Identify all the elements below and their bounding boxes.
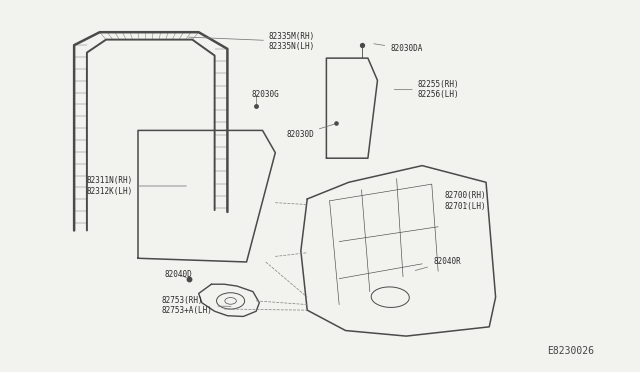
Text: 82040R: 82040R — [415, 257, 461, 270]
Text: 82311N(RH)
82312K(LH): 82311N(RH) 82312K(LH) — [87, 176, 186, 196]
Text: 82030G: 82030G — [251, 90, 279, 99]
Text: 82335M(RH)
82335N(LH): 82335M(RH) 82335N(LH) — [189, 32, 315, 51]
Text: 82753(RH)
82753+A(LH): 82753(RH) 82753+A(LH) — [162, 296, 231, 315]
Text: 82030DA: 82030DA — [374, 44, 422, 53]
Text: 82030D: 82030D — [286, 124, 335, 140]
Text: 82040D: 82040D — [164, 270, 192, 279]
Text: 82700(RH)
82701(LH): 82700(RH) 82701(LH) — [445, 191, 486, 211]
Text: 82255(RH)
82256(LH): 82255(RH) 82256(LH) — [394, 80, 460, 99]
Text: E8230026: E8230026 — [547, 346, 594, 356]
